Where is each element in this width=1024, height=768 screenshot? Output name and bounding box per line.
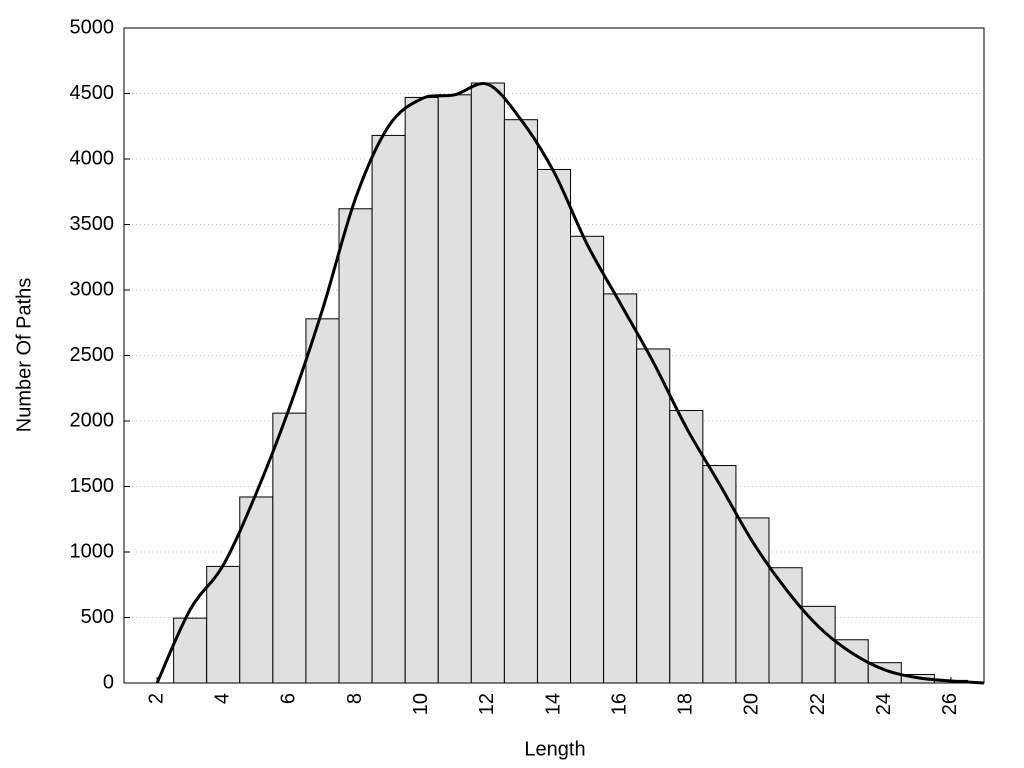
bar	[735, 517, 770, 684]
y-tick-label: 2500	[70, 344, 115, 366]
plot-frame	[123, 27, 985, 684]
y-tick-label: 0	[103, 671, 114, 693]
bar	[669, 410, 704, 684]
x-tick-label: 20	[741, 693, 763, 715]
bar	[603, 293, 638, 684]
bar	[503, 119, 538, 684]
x-tick-label: 2	[145, 693, 167, 704]
x-tick-label: 22	[807, 693, 829, 715]
y-tick-label: 5000	[70, 16, 115, 38]
bar	[206, 565, 241, 684]
x-tick-label: 14	[542, 693, 564, 715]
bar	[536, 168, 572, 684]
y-tick-label: 3000	[70, 278, 115, 300]
x-tick-label: 8	[344, 693, 366, 704]
y-tick-label: 1500	[70, 475, 115, 497]
x-tick-label: 6	[278, 693, 300, 704]
x-tick-label: 4	[212, 693, 234, 704]
x-tick-label: 24	[873, 693, 895, 715]
y-axis-label: Number Of Paths	[13, 278, 35, 433]
y-tick-label: 2000	[70, 409, 115, 431]
bar	[404, 96, 439, 684]
bar	[239, 496, 274, 684]
bar	[371, 134, 406, 684]
x-tick-label: 12	[476, 693, 498, 715]
y-tick-label: 1000	[70, 540, 115, 562]
bar	[338, 208, 373, 684]
bar	[570, 235, 605, 684]
bar	[437, 94, 472, 684]
bar	[173, 617, 208, 684]
bar	[702, 465, 737, 684]
bar	[272, 412, 307, 684]
x-tick-label: 16	[608, 693, 630, 715]
bar	[470, 82, 505, 684]
bar	[636, 348, 671, 684]
bar	[768, 567, 803, 684]
y-tick-label: 4000	[70, 147, 115, 169]
x-tick-label: 18	[675, 693, 697, 715]
y-tick-label: 3500	[70, 213, 115, 235]
bar	[801, 605, 836, 684]
y-tick-label: 500	[81, 606, 114, 628]
x-tick-label: 26	[939, 693, 961, 715]
y-tick-label: 4500	[70, 82, 115, 104]
x-tick-label: 10	[410, 693, 432, 715]
x-axis-label: Length	[524, 738, 585, 760]
bar	[305, 318, 340, 684]
density-curve	[155, 81, 985, 685]
